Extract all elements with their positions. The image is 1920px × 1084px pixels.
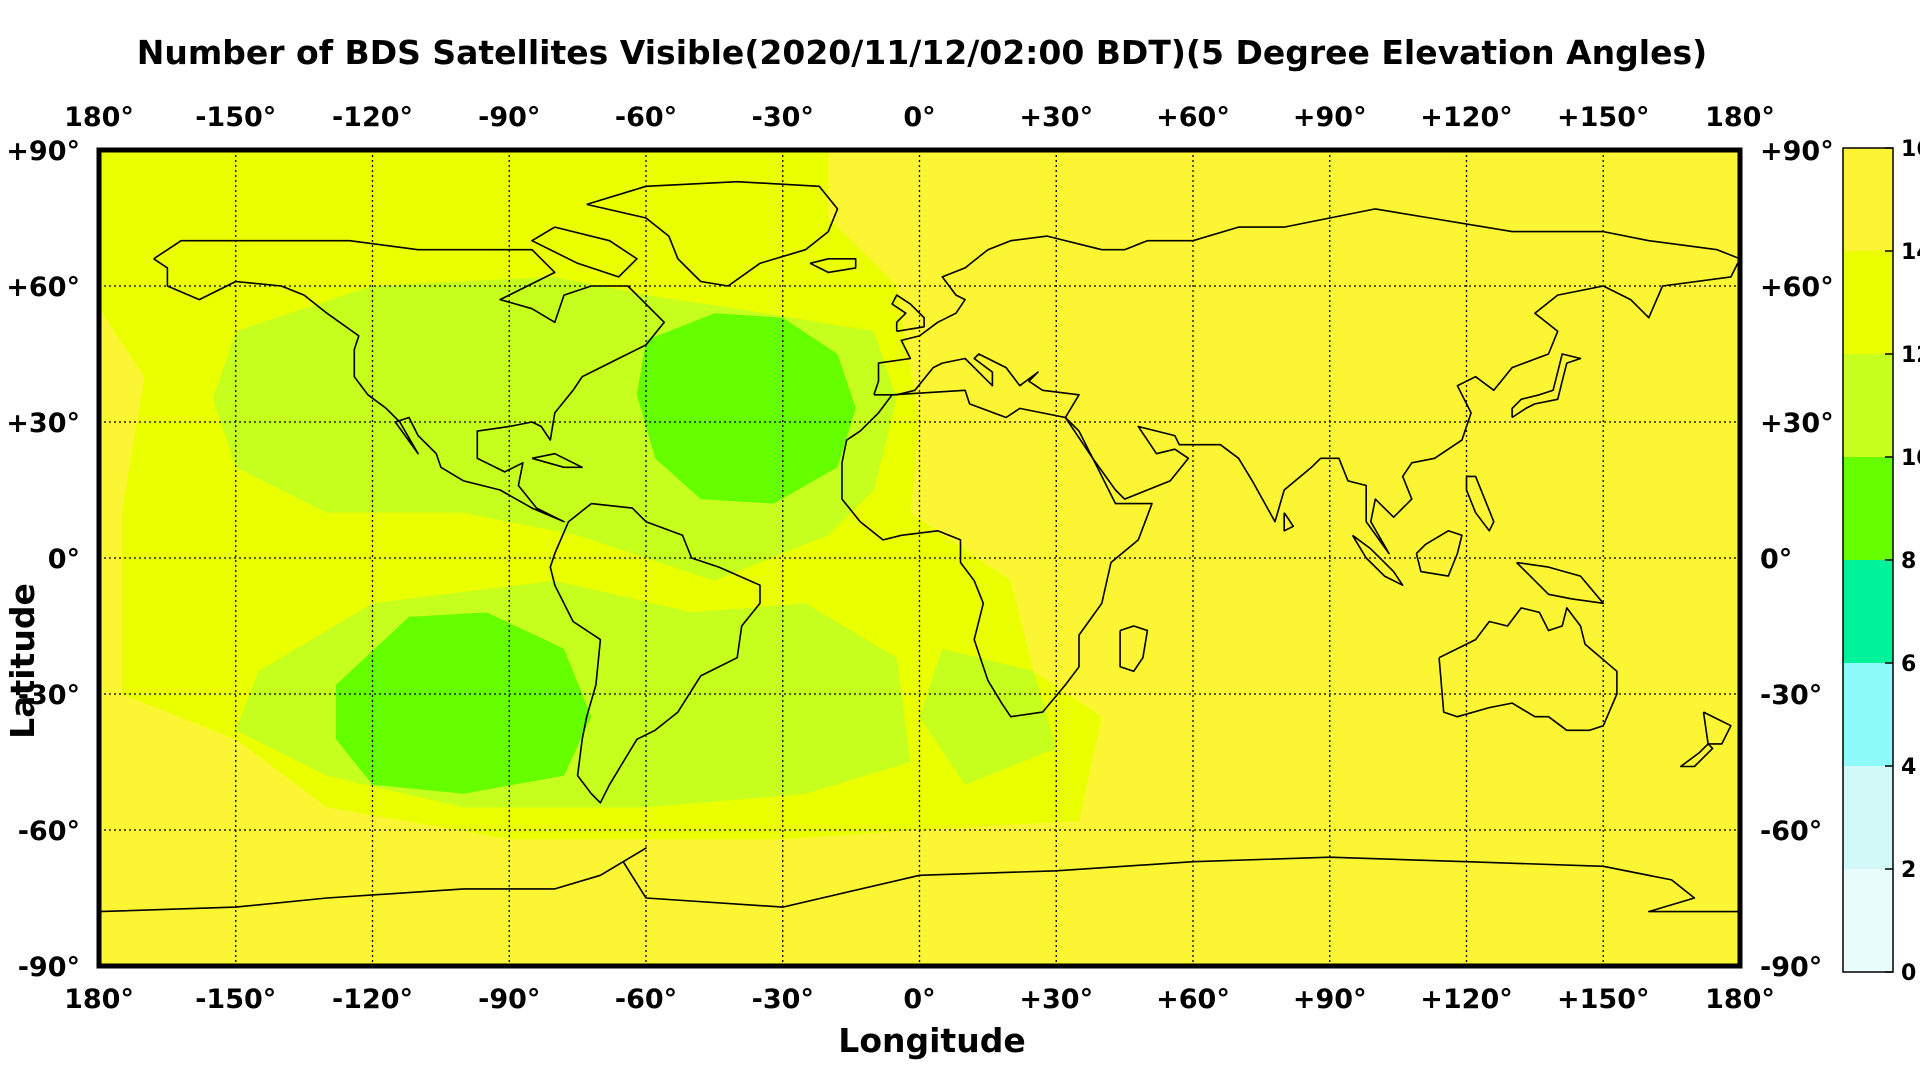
x-tick-label-top: -150°: [195, 102, 276, 133]
x-tick-label-bottom: -120°: [332, 984, 413, 1015]
x-tick-label-top: +60°: [1156, 102, 1230, 133]
y-tick-label-right: -30°: [1760, 680, 1822, 711]
y-tick-label-left: +30°: [6, 408, 80, 439]
visibility-region-4: [636, 313, 856, 504]
colorbar-tick-label: 12: [1901, 343, 1920, 368]
colorbar-tick-label: 8: [1901, 549, 1916, 574]
y-tick-label-right: -90°: [1760, 952, 1822, 983]
x-tick-label-bottom: +30°: [1019, 984, 1093, 1015]
x-tick-label-bottom: 180°: [1705, 984, 1775, 1015]
coastline-sumatra: [1351, 534, 1404, 587]
x-tick-label-top: +90°: [1293, 102, 1367, 133]
coastline-south-america: [549, 502, 761, 804]
coastline-north-america: [153, 239, 666, 523]
map-area: [96, 147, 1743, 969]
coastline-australia: [1438, 607, 1618, 732]
coastline-new-zealand-south: [1679, 743, 1714, 768]
x-tick-label-bottom: +60°: [1156, 984, 1230, 1015]
colorbar-tick-label: 0: [1901, 961, 1916, 986]
colorbar-bin-0-2: [1843, 869, 1893, 972]
y-tick-label-left: -60°: [18, 816, 80, 847]
colorbar-bin-2-4: [1843, 766, 1893, 869]
colorbar-bin-12-14: [1843, 251, 1893, 354]
coastline-new-guinea: [1516, 561, 1605, 605]
x-tick-label-bottom: +150°: [1557, 984, 1649, 1015]
colorbar-tick-label: 2: [1901, 858, 1916, 883]
y-tick-label-right: +30°: [1760, 408, 1834, 439]
colorbar-tick-label: 10: [1901, 446, 1920, 471]
colorbar-tick-label: 16: [1901, 137, 1920, 162]
visibility-region-3: [919, 648, 1057, 785]
y-tick-label-right: +60°: [1760, 272, 1834, 303]
colorbar-tick-label: 6: [1901, 652, 1916, 677]
y-axis-label: Latitude: [3, 583, 42, 739]
map-frame: [96, 147, 1743, 969]
x-tick-label-top: 180°: [64, 102, 134, 133]
y-tick-label-right: +90°: [1760, 136, 1834, 167]
y-tick-label-left: -30°: [18, 680, 80, 711]
chart-title: Number of BDS Satellites Visible(2020/11…: [137, 33, 1707, 72]
x-tick-label-top: +150°: [1557, 102, 1649, 133]
colorbar-bin-6-8: [1843, 560, 1893, 663]
x-tick-label-bottom: +120°: [1420, 984, 1512, 1015]
colorbar-bin-10-12: [1843, 354, 1893, 457]
y-tick-label-left: +90°: [6, 136, 80, 167]
x-tick-label-top: 0°: [903, 102, 935, 133]
coastline-sri-lanka: [1283, 512, 1295, 532]
coastline-new-zealand: [1702, 711, 1732, 745]
y-tick-label-left: -90°: [18, 952, 80, 983]
colorbar-bin-8-10: [1843, 457, 1893, 560]
x-tick-label-top: +30°: [1019, 102, 1093, 133]
x-tick-label-bottom: +90°: [1293, 984, 1367, 1015]
y-tick-label-right: 0°: [1760, 544, 1792, 575]
x-tick-label-bottom: 180°: [64, 984, 134, 1015]
x-tick-label-top: 180°: [1705, 102, 1775, 133]
coastline-borneo: [1415, 529, 1463, 577]
x-tick-label-top: -60°: [615, 102, 677, 133]
y-tick-label-left: +60°: [6, 272, 80, 303]
colorbar-bin-14-16: [1843, 148, 1893, 251]
x-tick-label-bottom: -150°: [195, 984, 276, 1015]
x-tick-label-top: -90°: [478, 102, 540, 133]
x-tick-label-bottom: 0°: [903, 984, 935, 1015]
x-tick-label-top: -30°: [752, 102, 814, 133]
y-tick-label-right: -60°: [1760, 816, 1822, 847]
colorbar: [1842, 147, 1894, 973]
coastline-great-britain: [891, 294, 925, 333]
coastline-madagascar: [1119, 625, 1149, 673]
coastline-philippines: [1465, 475, 1495, 532]
x-tick-label-bottom: -90°: [478, 984, 540, 1015]
x-tick-label-top: -120°: [332, 102, 413, 133]
x-tick-label-bottom: -60°: [615, 984, 677, 1015]
coastline-antarctica: [99, 847, 1740, 913]
x-tick-label-top: +120°: [1420, 102, 1512, 133]
colorbar-bin-4-6: [1843, 663, 1893, 766]
coastline-greenland: [586, 180, 839, 287]
coastline-japan: [1511, 353, 1582, 419]
x-tick-label-bottom: -30°: [752, 984, 814, 1015]
coastline-baffin-island: [531, 226, 638, 278]
coastline-eurasia: [873, 208, 1740, 555]
y-tick-label-left: 0°: [48, 544, 80, 575]
coastline-iceland: [809, 257, 857, 274]
colorbar-tick-label: 14: [1901, 240, 1920, 265]
colorbar-tick-label: 4: [1901, 755, 1916, 780]
x-axis-label: Longitude: [838, 1021, 1025, 1060]
coastline-africa: [841, 389, 1153, 718]
visibility-region-5: [336, 612, 592, 794]
coastline-cuba: [531, 452, 584, 469]
